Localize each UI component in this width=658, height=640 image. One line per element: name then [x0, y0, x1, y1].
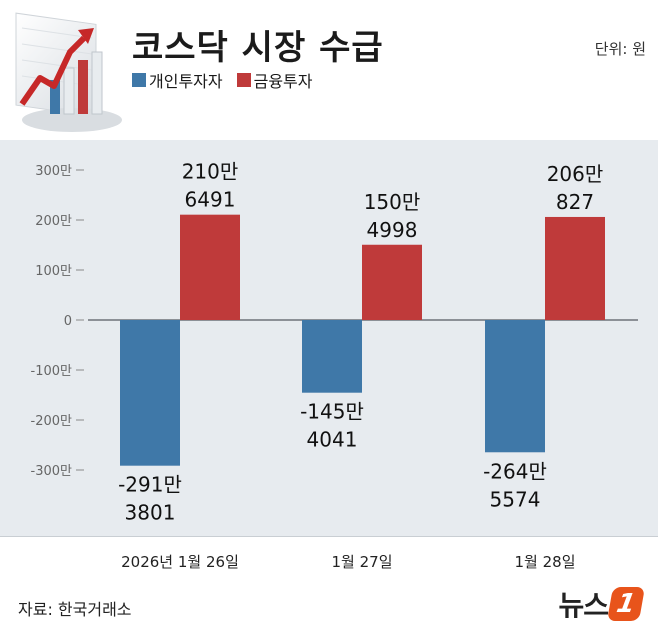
x-tick-label: 2026년 1월 26일	[121, 553, 239, 571]
bar-finance-1	[180, 214, 240, 320]
data-label: 827	[556, 190, 594, 214]
data-label: 150만	[364, 190, 421, 214]
y-tick-label: -300만	[31, 464, 73, 479]
data-label: 4998	[367, 218, 418, 242]
y-tick-label: 200만	[35, 214, 72, 229]
data-label: -291만	[118, 473, 182, 497]
footer-divider	[0, 536, 658, 537]
data-label: 5574	[490, 487, 541, 511]
bar-finance-2	[362, 244, 422, 320]
header: 코스닥 시장 수급 단위: 원 개인투자자 금융투자	[0, 0, 658, 140]
legend-label-individual: 개인투자자	[149, 72, 223, 91]
legend: 개인투자자 금융투자	[132, 68, 313, 92]
data-label: 6491	[185, 188, 236, 212]
legend-swatch-finance	[236, 73, 251, 87]
chart-title: 코스닥 시장 수급	[132, 28, 384, 68]
bar-individual-2	[302, 320, 362, 393]
bar-individual-3	[485, 320, 545, 453]
logo-badge: 1	[607, 587, 645, 621]
news1-logo: 뉴스 1	[558, 584, 645, 624]
data-label: 206만	[547, 162, 604, 186]
data-label: 4041	[307, 428, 358, 452]
legend-item-individual: 개인투자자	[132, 68, 223, 92]
x-tick-label: 1월 28일	[515, 553, 576, 571]
unit-note: 단위: 원	[594, 40, 646, 58]
data-label: -145만	[300, 400, 364, 424]
chart-growth-icon	[15, 12, 122, 132]
legend-swatch-individual	[132, 73, 146, 87]
bar-finance-3	[545, 216, 605, 320]
logo-text: 뉴스	[558, 589, 609, 622]
legend-item-finance: 금융투자	[236, 68, 313, 92]
y-tick-label: -200만	[31, 414, 73, 429]
data-label: 3801	[125, 501, 176, 525]
x-tick-label: 1월 27일	[332, 553, 393, 571]
source-note: 자료: 한국거래소	[18, 600, 132, 619]
y-tick-label: 0	[64, 314, 72, 329]
bar-individual-1	[120, 320, 180, 466]
x-axis: 2026년 1월 26일 1월 27일 1월 28일	[121, 553, 576, 571]
bar-chart: 300만 200만 100만 0 -100만 -200만 -300만 -291만 3801 210…	[31, 160, 638, 525]
y-tick-label: 100만	[35, 264, 72, 279]
y-tick-label: -100만	[31, 364, 73, 379]
plot-area: 300만 200만 100만 0 -100만 -200만 -300만 -291만 3801 210…	[0, 140, 658, 536]
data-label: 210만	[182, 160, 239, 184]
y-tick-label: 300만	[35, 164, 72, 179]
legend-label-finance: 금융투자	[253, 72, 313, 91]
data-label: -264만	[483, 459, 547, 483]
